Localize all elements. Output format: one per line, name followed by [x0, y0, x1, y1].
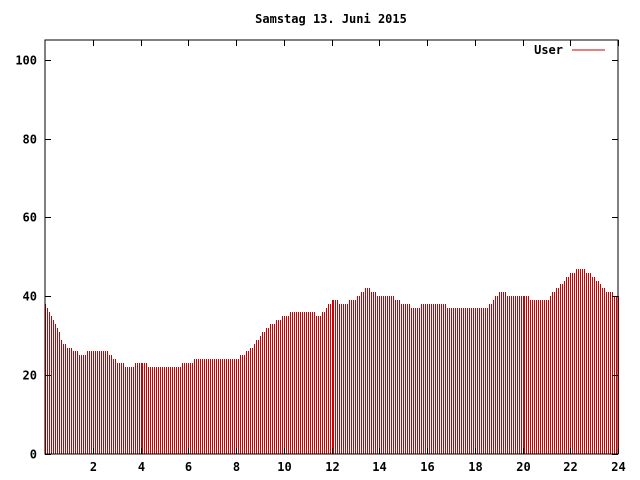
plot-frame	[44, 39, 619, 455]
x-tick-label: 14	[372, 460, 386, 474]
x-tick-label: 12	[325, 460, 339, 474]
y-tick-label: 60	[23, 211, 37, 225]
bars-layer	[45, 269, 619, 454]
x-tick-label: 10	[277, 460, 291, 474]
x-tick-label: 20	[516, 460, 530, 474]
legend-label: User	[534, 43, 563, 57]
y-tick-label: 20	[23, 369, 37, 383]
y-tick-label: 100	[15, 54, 37, 68]
x-tick-label: 16	[420, 460, 434, 474]
chart-title: Samstag 13. Juni 2015	[255, 12, 407, 26]
x-tick-label: 2	[90, 460, 97, 474]
x-tick-label: 6	[185, 460, 192, 474]
x-tick-label: 8	[233, 460, 240, 474]
y-tick-label: 80	[23, 133, 37, 147]
y-tick-labels: 0 20 40 60 80 100	[15, 54, 37, 462]
x-tick-labels: 2 4 6 8 10 12 14 16 18 20 22 24	[90, 460, 626, 474]
x-tick-label: 22	[563, 460, 577, 474]
x-tick-label: 18	[468, 460, 482, 474]
y-tick-label: 0	[30, 448, 37, 462]
axis-ticks	[45, 40, 619, 455]
x-tick-label: 24	[611, 460, 625, 474]
y-tick-label: 40	[23, 290, 37, 304]
legend: User	[534, 43, 605, 57]
x-tick-label: 4	[138, 460, 145, 474]
